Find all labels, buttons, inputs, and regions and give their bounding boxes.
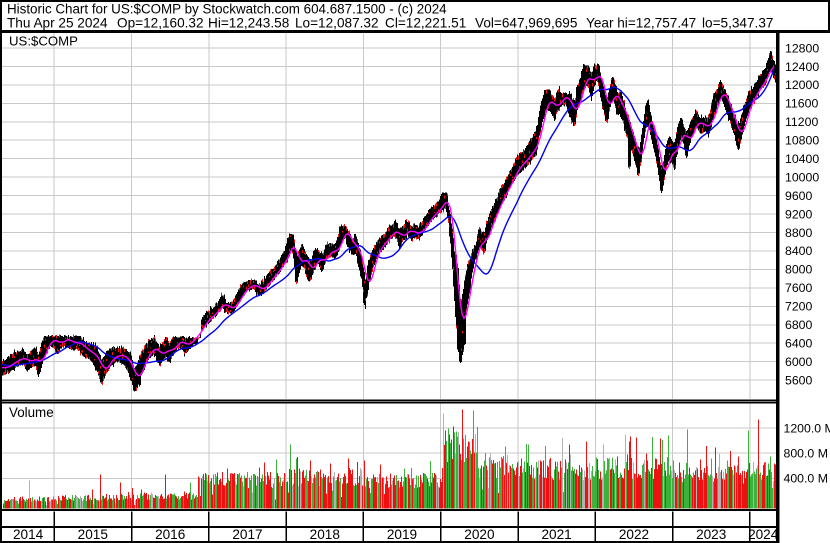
svg-text:2019: 2019	[387, 527, 417, 542]
svg-text:2020: 2020	[464, 527, 495, 542]
svg-text:8400: 8400	[785, 244, 813, 258]
svg-text:8800: 8800	[785, 226, 813, 240]
svg-text:9600: 9600	[785, 189, 813, 203]
svg-text:2023: 2023	[696, 527, 726, 542]
svg-text:10800: 10800	[785, 134, 819, 148]
svg-text:Hi=12,243.58: Hi=12,243.58	[208, 15, 289, 30]
svg-text:7200: 7200	[785, 300, 813, 314]
svg-text:Vol=647,969,695: Vol=647,969,695	[475, 15, 577, 30]
svg-text:9200: 9200	[785, 207, 813, 221]
svg-text:2016: 2016	[155, 527, 185, 542]
svg-text:Cl=12,221.51: Cl=12,221.51	[385, 15, 466, 30]
svg-text:12800: 12800	[785, 41, 819, 55]
svg-text:11200: 11200	[785, 115, 818, 129]
svg-text:Lo=12,087.32: Lo=12,087.32	[295, 15, 379, 30]
svg-text:400.0 M: 400.0 M	[784, 472, 828, 486]
svg-text:Year hi=12,757.47: Year hi=12,757.47	[586, 15, 696, 30]
svg-text:12400: 12400	[785, 60, 819, 74]
svg-text:10000: 10000	[785, 171, 819, 185]
svg-text:8000: 8000	[785, 263, 813, 277]
svg-text:6400: 6400	[785, 337, 813, 351]
svg-text:2022: 2022	[619, 527, 649, 542]
svg-text:Thu Apr 25 2024: Thu Apr 25 2024	[7, 15, 108, 30]
svg-text:6000: 6000	[785, 355, 813, 369]
svg-text:2015: 2015	[78, 527, 108, 542]
svg-text:11600: 11600	[785, 97, 818, 111]
svg-text:5600: 5600	[785, 373, 813, 387]
svg-text:7600: 7600	[785, 281, 813, 295]
svg-text:12000: 12000	[785, 78, 819, 92]
svg-text:lo=5,347.37: lo=5,347.37	[702, 15, 773, 30]
svg-text:Op=12,160.32: Op=12,160.32	[117, 15, 204, 30]
svg-text:10400: 10400	[785, 152, 819, 166]
svg-text:2014: 2014	[13, 527, 44, 542]
svg-text:2024: 2024	[748, 527, 779, 542]
svg-text:2018: 2018	[310, 527, 340, 542]
svg-text:Volume: Volume	[9, 405, 54, 420]
svg-text:Historic Chart for US:$COMP by: Historic Chart for US:$COMP by Stockwatc…	[7, 1, 447, 16]
svg-text:2017: 2017	[232, 527, 262, 542]
svg-text:2021: 2021	[541, 527, 571, 542]
svg-text:6800: 6800	[785, 318, 813, 332]
svg-text:US:$COMP: US:$COMP	[9, 34, 78, 49]
svg-text:1200.0 M: 1200.0 M	[784, 421, 830, 435]
svg-text:800.0 M: 800.0 M	[784, 446, 828, 460]
